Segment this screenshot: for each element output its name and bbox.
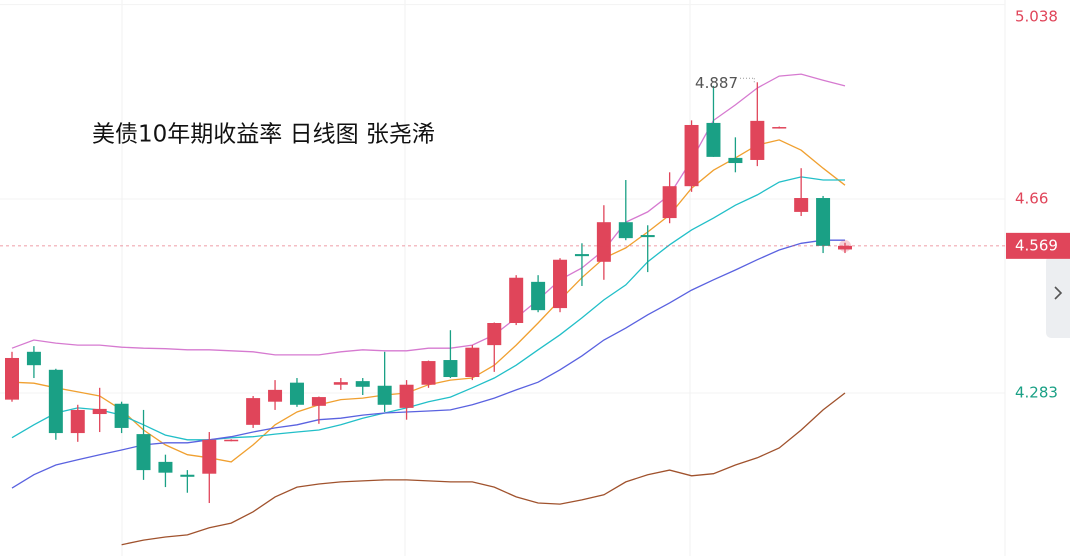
candle-body xyxy=(618,222,633,239)
candle-body xyxy=(70,409,85,434)
candle-body xyxy=(180,474,195,477)
candle-body xyxy=(421,361,436,385)
candle-body xyxy=(224,439,239,442)
indicator-line xyxy=(11,239,845,489)
candle-body xyxy=(816,198,831,246)
candle-body xyxy=(728,157,743,164)
candle-body xyxy=(465,347,480,378)
candle-body xyxy=(311,397,326,406)
candle-body xyxy=(553,259,568,309)
y-tick-label: 4.66 xyxy=(1015,190,1048,208)
candle-body xyxy=(114,403,129,428)
candle-body xyxy=(289,382,304,405)
last-price-box xyxy=(1006,232,1070,259)
candle-body xyxy=(399,384,414,408)
candle-body xyxy=(838,245,852,250)
grid xyxy=(121,0,1006,556)
candle-body xyxy=(5,357,19,400)
price-pulse xyxy=(839,239,851,252)
candle-body xyxy=(684,124,699,187)
collapse-button[interactable] xyxy=(1046,256,1070,338)
plot: 4.887 xyxy=(0,4,1005,546)
candle-body xyxy=(26,351,41,366)
candle-body xyxy=(355,381,370,387)
candle-body xyxy=(772,127,787,129)
candle-body xyxy=(509,277,524,324)
candle-body xyxy=(136,434,151,471)
high-annotation: 4.887 xyxy=(695,74,738,92)
candle-body xyxy=(202,439,217,474)
candle-body xyxy=(377,385,392,405)
y-tick-label: 4.283 xyxy=(1015,383,1058,401)
last-price-label: 4.569 xyxy=(1015,236,1058,254)
candle-body xyxy=(268,389,283,402)
candle-body xyxy=(443,360,458,378)
y-tick-label: 5.038 xyxy=(1015,8,1058,26)
candle-body xyxy=(640,235,655,238)
candle-body xyxy=(596,222,611,262)
collapse-arrow[interactable] xyxy=(1054,286,1063,300)
chart-title: 美债10年期收益率 日线图 张尧浠 xyxy=(92,122,435,148)
candle-body xyxy=(574,254,589,257)
candle-body xyxy=(750,120,765,160)
candle-body xyxy=(246,398,261,425)
candle-body xyxy=(531,281,546,311)
candle-body xyxy=(487,323,502,346)
indicator-line xyxy=(11,176,845,441)
indicator-line xyxy=(121,392,846,546)
candle-body xyxy=(92,408,107,415)
indicator-line xyxy=(11,73,846,356)
candle-body xyxy=(706,122,721,157)
candle-body xyxy=(794,198,809,212)
candle-body xyxy=(662,186,677,219)
candle-body xyxy=(333,382,348,385)
candle-body xyxy=(158,461,173,473)
candle-body xyxy=(48,369,63,434)
